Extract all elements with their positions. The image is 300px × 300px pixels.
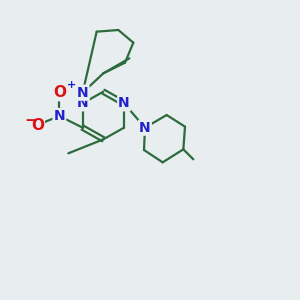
Text: −: − [24, 113, 37, 128]
Text: N: N [53, 109, 65, 123]
Text: N: N [118, 96, 130, 110]
Text: N: N [77, 96, 88, 110]
Text: +: + [67, 80, 76, 90]
Text: O: O [31, 118, 44, 133]
Text: N: N [139, 121, 151, 135]
Text: N: N [77, 86, 88, 100]
Text: O: O [53, 85, 66, 100]
